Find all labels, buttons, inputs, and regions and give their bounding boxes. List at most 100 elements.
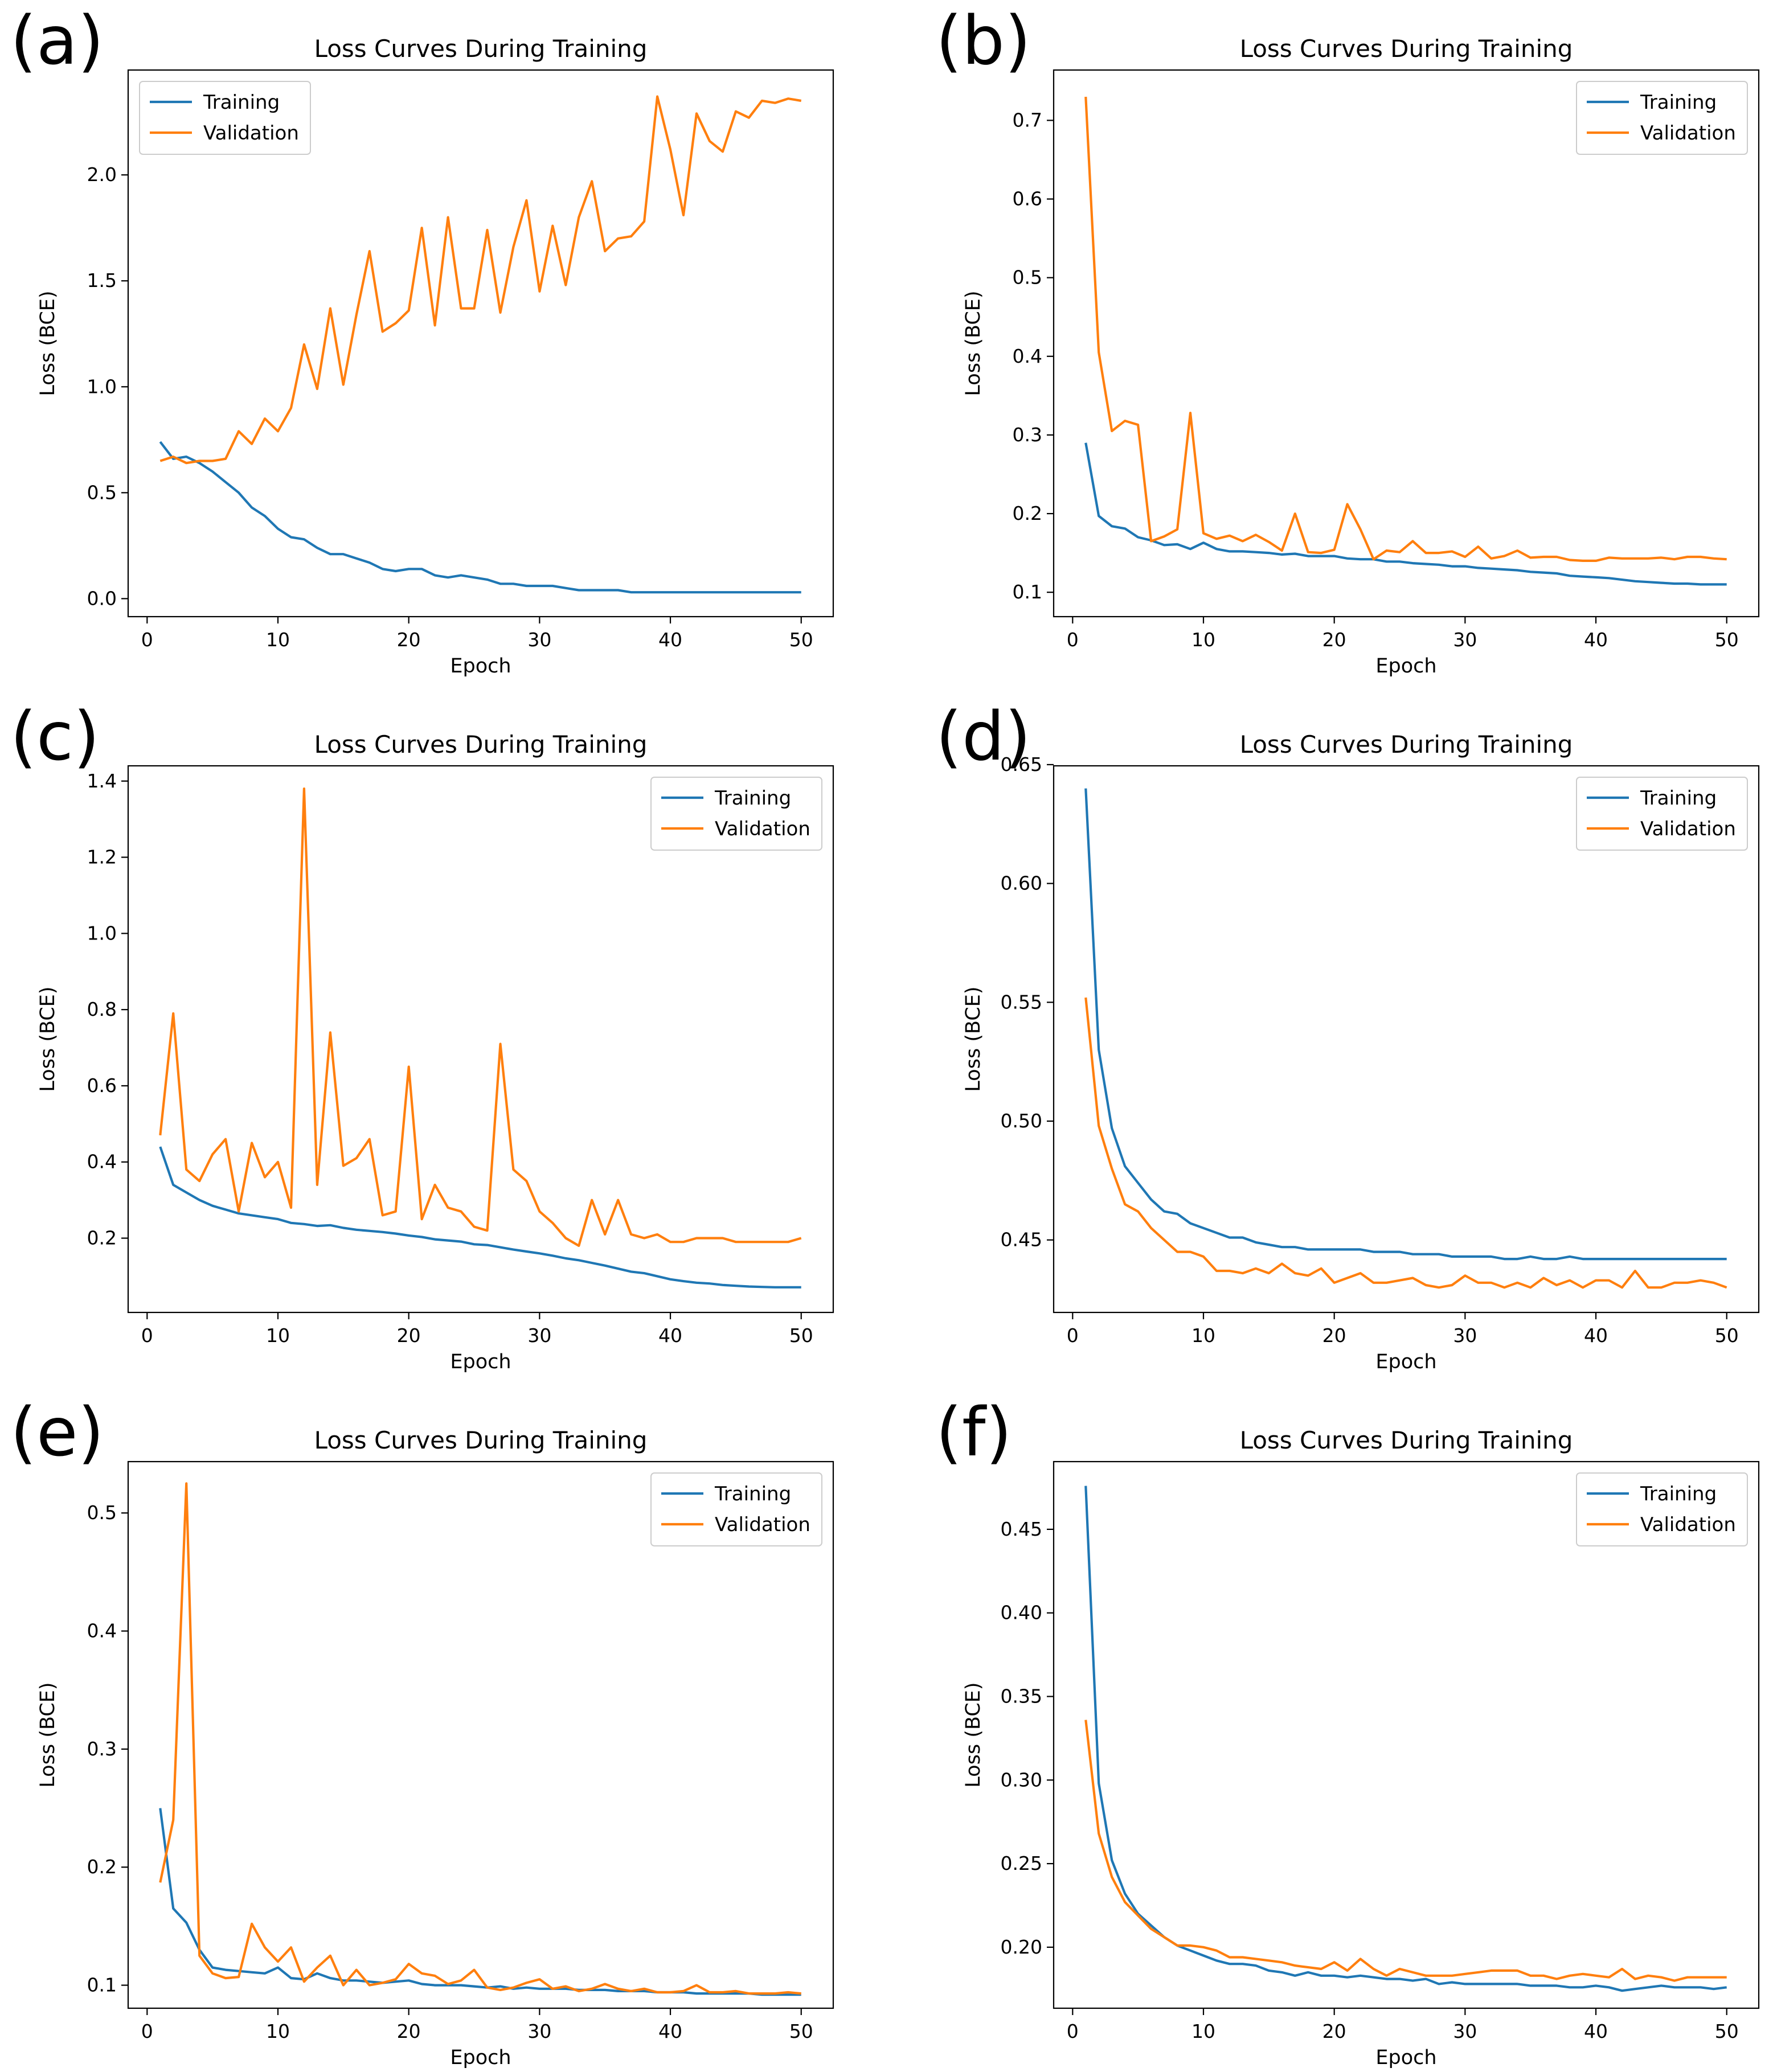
y-axis-label: Loss (BCE) — [36, 986, 59, 1092]
y-axis-label: Loss (BCE) — [962, 290, 985, 396]
x-tick-label: 40 — [1584, 1324, 1608, 1347]
series-line-training — [1084, 1486, 1727, 1992]
y-tick-label: 0.40 — [1001, 1602, 1042, 1624]
y-axis-label: Loss (BCE) — [36, 290, 59, 396]
x-axis-label: Epoch — [1375, 1351, 1436, 1373]
plot-frame — [127, 1460, 834, 2009]
x-tick-label: 0 — [1067, 1324, 1079, 1347]
x-axis-label: Epoch — [450, 1351, 511, 1373]
y-tick-label: 0.8 — [87, 998, 117, 1020]
panel-label: (d) — [936, 697, 1031, 776]
y-tick-label: 0.6 — [1013, 188, 1042, 210]
x-tick-label: 50 — [789, 629, 813, 651]
series-line-training — [159, 1808, 801, 1996]
chart-panel-f: (f) Loss Curves During Training 0 10 20 30 40 5… — [936, 1393, 1760, 2069]
x-tick-label: 0 — [141, 629, 153, 651]
x-tick-label: 40 — [1584, 629, 1608, 651]
series-line-validation — [1084, 96, 1727, 563]
x-tick-label: 40 — [658, 2020, 682, 2042]
chart-panel-a: (a) Loss Curves During Training 0 10 20 30 40 5… — [10, 1, 834, 678]
x-tick-label: 20 — [1322, 629, 1346, 651]
y-axis-label: Loss (BCE) — [962, 986, 985, 1092]
x-tick-label: 30 — [527, 1324, 551, 1347]
y-tick-label: 0.60 — [1001, 872, 1042, 895]
x-tick-label: 20 — [397, 1324, 421, 1347]
y-tick-label: 1.5 — [87, 269, 117, 292]
series-line-validation — [159, 1482, 801, 1995]
legend: Training Validation — [1576, 81, 1748, 155]
y-tick-label: 0.45 — [1001, 1518, 1042, 1540]
y-tick-label: 1.0 — [87, 922, 117, 944]
y-tick-label: 0.0 — [87, 587, 117, 609]
y-tick-label: 0.45 — [1001, 1229, 1042, 1251]
y-tick-label: 0.3 — [1013, 424, 1042, 446]
chart-panel-b: (b) Loss Curves During Training 0 10 20 30 40 5… — [936, 1, 1760, 678]
series-line-training — [1084, 788, 1727, 1261]
x-tick-label: 0 — [1067, 2020, 1079, 2042]
x-tick-label: 0 — [141, 2020, 153, 2042]
legend: Training Validation — [650, 777, 822, 851]
x-tick-label: 0 — [141, 1324, 153, 1347]
plot-frame — [127, 765, 834, 1314]
x-axis-label: Epoch — [1375, 2046, 1436, 2069]
legend: Training Validation — [139, 81, 311, 155]
x-tick-label: 40 — [1584, 2020, 1608, 2042]
chart-title: Loss Curves During Training — [1240, 731, 1573, 758]
plot-frame — [127, 69, 834, 618]
y-axis-label: Loss (BCE) — [36, 1682, 59, 1787]
chart-title: Loss Curves During Training — [314, 731, 648, 758]
x-tick-label: 30 — [1453, 2020, 1477, 2042]
x-tick-label: 20 — [397, 2020, 421, 2042]
legend: Training Validation — [1576, 1472, 1748, 1546]
x-tick-label: 50 — [1715, 629, 1739, 651]
x-tick-label: 10 — [1191, 1324, 1215, 1347]
x-tick-label: 30 — [527, 629, 551, 651]
series-line-validation — [1084, 1720, 1727, 1982]
chart-panel-c: (c) Loss Curves During Training 0 10 20 30 40 5… — [10, 697, 834, 1373]
x-tick-label: 50 — [789, 2020, 813, 2042]
chart-title: Loss Curves During Training — [1240, 1426, 1573, 1454]
y-tick-label: 0.4 — [87, 1151, 117, 1173]
x-tick-label: 20 — [397, 629, 421, 651]
legend: Training Validation — [1576, 777, 1748, 851]
x-tick-label: 50 — [1715, 1324, 1739, 1347]
legend-label-validation: Validation — [1640, 818, 1736, 840]
y-tick-label: 1.4 — [87, 770, 117, 792]
y-tick-label: 0.20 — [1001, 1936, 1042, 1958]
plot-frame — [1053, 1460, 1760, 2009]
y-tick-label: 0.7 — [1013, 109, 1042, 131]
x-tick-label: 10 — [266, 629, 290, 651]
x-axis-label: Epoch — [1375, 655, 1436, 678]
series-line-training — [1084, 442, 1727, 586]
y-tick-label: 0.2 — [1013, 502, 1042, 524]
x-tick-label: 50 — [1715, 2020, 1739, 2042]
y-tick-label: 0.5 — [1013, 266, 1042, 289]
x-tick-label: 30 — [1453, 629, 1477, 651]
x-tick-label: 30 — [1453, 1324, 1477, 1347]
x-tick-label: 20 — [1322, 1324, 1346, 1347]
x-tick-label: 10 — [266, 1324, 290, 1347]
chart-panel-d: (d) Loss Curves During Training 0 10 20 30 40 5… — [936, 697, 1760, 1373]
series-line-validation — [1084, 997, 1727, 1289]
panel-label: (a) — [10, 1, 104, 80]
legend-label-training: Training — [1640, 1483, 1717, 1505]
y-tick-label: 0.30 — [1001, 1769, 1042, 1791]
y-tick-label: 0.4 — [87, 1620, 117, 1642]
legend-label-training: Training — [203, 91, 280, 114]
y-tick-label: 0.2 — [87, 1856, 117, 1878]
legend: Training Validation — [650, 1472, 822, 1546]
x-tick-label: 0 — [1067, 629, 1079, 651]
series-line-validation — [159, 787, 802, 1248]
x-axis-label: Epoch — [450, 655, 511, 678]
legend-label-validation: Validation — [715, 1513, 810, 1536]
plot-frame — [1053, 69, 1760, 618]
x-tick-label: 10 — [1191, 629, 1215, 651]
chart-title: Loss Curves During Training — [314, 35, 648, 63]
x-tick-label: 10 — [1191, 2020, 1215, 2042]
y-tick-label: 0.35 — [1001, 1685, 1042, 1707]
y-tick-label: 0.25 — [1001, 1852, 1042, 1874]
x-tick-label: 40 — [658, 1324, 682, 1347]
legend-label-training: Training — [714, 787, 791, 810]
legend-label-validation: Validation — [1640, 122, 1736, 145]
legend-label-training: Training — [714, 1483, 791, 1505]
